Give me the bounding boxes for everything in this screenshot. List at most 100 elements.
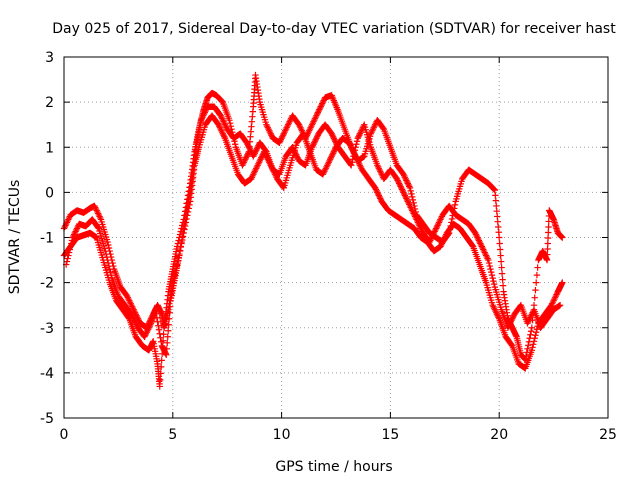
data-point-plus bbox=[404, 198, 412, 205]
data-point-plus bbox=[482, 252, 490, 259]
data-point-plus bbox=[69, 234, 76, 241]
data-point-plus bbox=[329, 132, 336, 139]
data-point-plus bbox=[184, 199, 192, 207]
x-tick-label: 20 bbox=[490, 427, 508, 443]
data-point-plus bbox=[329, 150, 337, 157]
data-point-plus bbox=[182, 219, 190, 226]
data-point-plus bbox=[276, 138, 284, 145]
data-point-plus bbox=[405, 199, 412, 207]
data-point-plus bbox=[432, 225, 440, 232]
data-point-plus bbox=[332, 138, 339, 145]
data-point-plus bbox=[152, 310, 160, 317]
data-point-plus bbox=[133, 321, 140, 328]
data-point-plus bbox=[488, 271, 496, 279]
data-point-plus bbox=[485, 259, 493, 267]
data-point-plus bbox=[129, 314, 137, 321]
data-point-plus bbox=[436, 217, 443, 225]
data-point-plus bbox=[394, 177, 401, 184]
data-point-plus bbox=[126, 298, 134, 306]
data-point-plus bbox=[403, 196, 411, 204]
data-point-plus bbox=[559, 234, 566, 241]
data-point-plus bbox=[311, 138, 319, 145]
data-point-plus bbox=[407, 187, 414, 195]
data-point-plus bbox=[253, 165, 260, 172]
data-point-plus bbox=[345, 139, 353, 146]
data-point-plus bbox=[497, 252, 504, 259]
x-tick-label: 10 bbox=[273, 427, 291, 443]
data-point-plus bbox=[532, 329, 540, 336]
data-point-plus bbox=[157, 363, 165, 371]
data-point-plus bbox=[400, 172, 408, 180]
data-point-plus bbox=[218, 98, 226, 105]
data-point-plus bbox=[405, 181, 412, 189]
data-point-plus bbox=[531, 335, 538, 342]
data-point-plus bbox=[313, 133, 321, 140]
data-point-plus bbox=[277, 136, 285, 143]
data-point-plus bbox=[222, 122, 229, 130]
data-point-plus bbox=[491, 306, 499, 313]
data-point-plus bbox=[360, 122, 367, 130]
data-point-plus bbox=[474, 235, 482, 243]
data-point-plus bbox=[534, 264, 541, 271]
data-point-plus bbox=[418, 226, 425, 234]
data-point-plus bbox=[309, 142, 316, 149]
data-point-plus bbox=[65, 249, 73, 256]
data-point-plus bbox=[127, 300, 134, 307]
data-point-plus bbox=[155, 326, 163, 333]
data-point-plus bbox=[102, 247, 109, 255]
data-point-plus bbox=[479, 244, 486, 252]
data-point-plus bbox=[406, 184, 414, 192]
data-point-plus bbox=[157, 370, 164, 377]
data-point-plus bbox=[507, 318, 515, 325]
data-point-plus bbox=[221, 119, 228, 127]
data-point-plus bbox=[480, 246, 487, 253]
data-point-plus bbox=[239, 162, 246, 169]
data-point-plus bbox=[406, 183, 413, 190]
data-point-plus bbox=[142, 332, 149, 339]
data-point-plus bbox=[202, 107, 209, 115]
data-point-plus bbox=[97, 214, 104, 222]
data-point-plus bbox=[434, 222, 441, 229]
series-track-c bbox=[62, 103, 564, 359]
data-point-plus bbox=[310, 118, 317, 125]
data-point-plus bbox=[532, 286, 539, 294]
data-point-plus bbox=[308, 122, 315, 130]
data-point-plus bbox=[400, 189, 407, 196]
data-point-plus bbox=[411, 211, 418, 219]
y-tick-label: -4 bbox=[40, 366, 54, 382]
data-point-plus bbox=[550, 297, 557, 304]
data-point-plus bbox=[358, 127, 365, 134]
data-point-plus bbox=[437, 241, 445, 249]
data-point-plus bbox=[64, 255, 71, 262]
data-point-plus bbox=[402, 175, 409, 183]
data-point-plus bbox=[475, 237, 483, 244]
data-point-plus bbox=[94, 208, 101, 216]
data-point-plus bbox=[181, 220, 188, 228]
data-point-plus bbox=[529, 344, 536, 351]
data-point-plus bbox=[428, 234, 435, 241]
data-point-plus bbox=[154, 318, 161, 325]
data-point-plus bbox=[218, 127, 225, 134]
data-point-plus bbox=[183, 207, 190, 215]
data-point-plus bbox=[67, 243, 74, 250]
data-point-plus bbox=[281, 129, 288, 136]
data-point-plus bbox=[289, 144, 296, 151]
data-point-plus bbox=[297, 124, 304, 131]
data-point-plus bbox=[264, 124, 272, 131]
data-point-plus bbox=[543, 256, 551, 264]
data-point-plus bbox=[427, 237, 434, 244]
data-point-plus bbox=[371, 122, 378, 130]
data-point-plus bbox=[406, 202, 414, 210]
data-point-plus bbox=[179, 229, 187, 237]
data-point-plus bbox=[396, 181, 404, 189]
data-point-plus bbox=[426, 238, 433, 246]
data-point-plus bbox=[250, 153, 257, 160]
data-point-plus bbox=[379, 124, 387, 132]
data-point-plus bbox=[348, 159, 356, 166]
data-point-plus bbox=[474, 234, 481, 241]
data-point-plus bbox=[398, 184, 405, 192]
data-point-plus bbox=[316, 104, 324, 112]
data-point-plus bbox=[239, 160, 247, 167]
data-point-plus bbox=[559, 279, 566, 286]
data-point-plus bbox=[372, 186, 380, 193]
